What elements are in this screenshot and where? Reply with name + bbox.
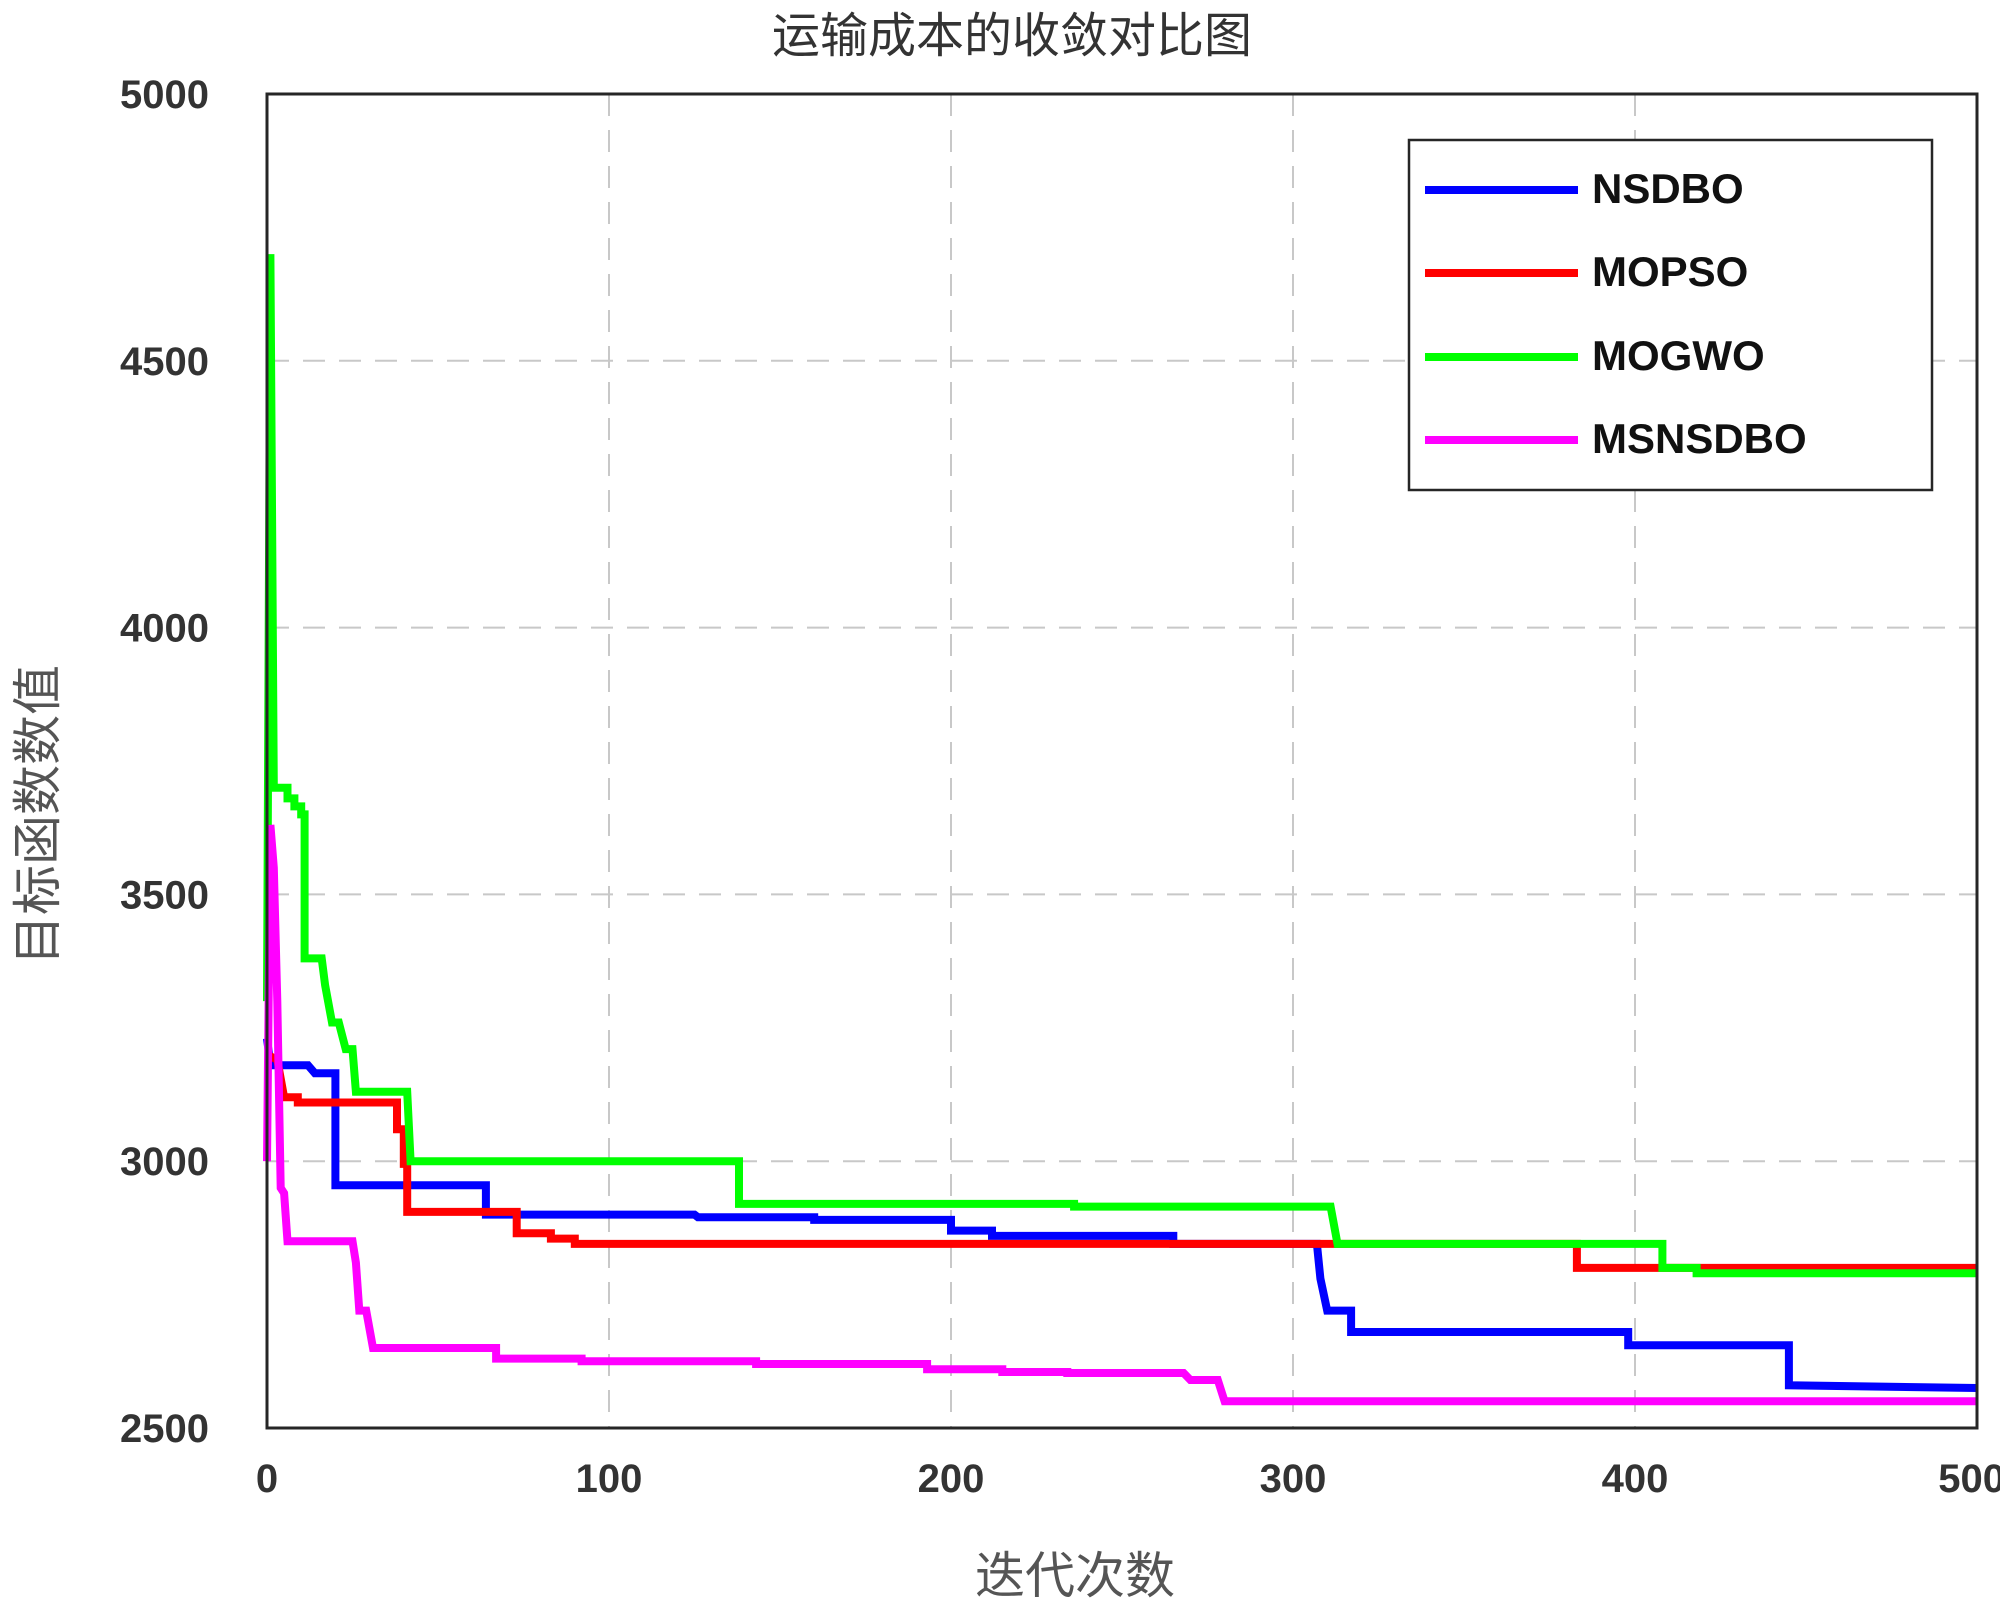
y-tick-label: 3500 [120, 873, 209, 917]
y-axis-ticks: 2500 3000 3500 4000 4500 5000 [120, 73, 209, 1451]
x-tick-label: 400 [1602, 1457, 1669, 1501]
series-line-nsdbo [263, 1037, 1978, 1392]
series-lines [263, 254, 1978, 1406]
series-line-mogwo [263, 254, 1977, 1278]
legend-label-mopso: MOPSO [1592, 248, 1748, 295]
y-tick-label: 4500 [120, 340, 209, 384]
x-tick-label: 300 [1260, 1457, 1327, 1501]
plot-area-border [265, 92, 1979, 1430]
y-axis-label: 目标函数数值 [9, 665, 67, 965]
y-tick-label: 3000 [120, 1140, 209, 1184]
legend-label-mogwo: MOGWO [1592, 332, 1765, 379]
series-line-msnsdbo [263, 824, 1977, 1406]
y-tick-label: 2500 [120, 1407, 209, 1451]
x-tick-label: 100 [576, 1457, 643, 1501]
x-tick-label: 500 [1938, 1457, 2000, 1501]
legend-box [1407, 138, 1934, 492]
chart-title: 运输成本的收敛对比图 [772, 8, 1252, 64]
x-axis-label: 迭代次数 [975, 1547, 1175, 1605]
x-tick-label: 0 [256, 1457, 278, 1501]
x-axis-ticks: 0 100 200 300 400 500 [256, 1457, 2000, 1501]
series-line-mopso [265, 1050, 1977, 1272]
legend-label-msnsdbo: MSNSDBO [1592, 415, 1807, 462]
y-tick-label: 5000 [120, 73, 209, 117]
legend: NSDBO MOPSO MOGWO MSNSDBO [1407, 138, 1934, 492]
legend-label-nsdbo: NSDBO [1592, 165, 1744, 212]
y-tick-label: 4000 [120, 607, 209, 651]
x-tick-label: 200 [918, 1457, 985, 1501]
